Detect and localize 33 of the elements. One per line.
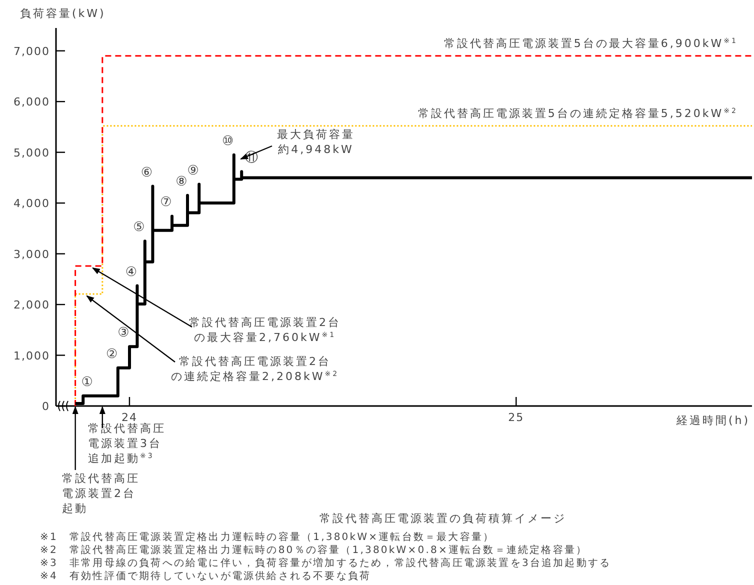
annotation: ⑧ bbox=[176, 174, 188, 190]
x-tick-label: 24 bbox=[121, 411, 138, 424]
x-axis-title: 経過時間(h) bbox=[675, 414, 750, 427]
y-tick-label: 5,000 bbox=[14, 146, 50, 160]
text: ※3 非常用母線の負荷への給電に伴い，負荷容量が増加するため，常設代替高圧電源装置を3台追加起動する bbox=[40, 557, 612, 569]
y-axis-title: 負荷容量(kW) bbox=[20, 7, 106, 20]
y-tick-label: 4,000 bbox=[14, 197, 50, 210]
annotation: ⑩ bbox=[222, 134, 234, 149]
annotation: 常設代替高圧電源装置2台の最大容量2,760kW$^{※1}$ bbox=[189, 316, 341, 344]
annotation: ③ bbox=[118, 326, 130, 341]
annotation: ① bbox=[81, 374, 93, 390]
annotation: 常設代替高圧電源装置5台の連続定格容量5,520kW$^{※2}$ bbox=[418, 106, 738, 120]
annotation: 常設代替高圧電源装置5台の最大容量6,900kW$^{※1}$ bbox=[444, 36, 738, 50]
annotation: ② bbox=[106, 346, 118, 362]
text: ※1 常設代替高圧電源装置定格出力運転時の容量（1,380kW×運転台数＝最大容量） bbox=[40, 531, 495, 543]
y-tick-label: 3,000 bbox=[14, 248, 50, 261]
annotation: ⑦ bbox=[160, 195, 172, 210]
annotation: 常設代替高圧電源装置2台の連続定格容量2,208kW$^{※2}$ bbox=[170, 355, 340, 383]
annotation: 常設代替高圧電源装置2台起動 bbox=[62, 472, 140, 515]
y-tick-label: 0 bbox=[42, 400, 50, 413]
text: ※4 有効性評価で期待していないが電源供給される不要な負荷 bbox=[40, 570, 372, 582]
annotation: ⑤ bbox=[133, 220, 145, 236]
y-tick-label: 2,000 bbox=[14, 298, 50, 312]
annotation: ⑨ bbox=[187, 163, 199, 178]
y-tick-label: 6,000 bbox=[14, 96, 50, 109]
annotation: ⑥ bbox=[140, 165, 152, 180]
annotation: 最大負荷容量約4,948kW bbox=[277, 128, 355, 156]
annotation: ④ bbox=[125, 264, 138, 280]
x-tick-label: 25 bbox=[508, 411, 524, 424]
y-tick-label: 7,000 bbox=[14, 44, 50, 58]
y-tick-label: 1,000 bbox=[14, 349, 50, 362]
text: ※2 常設代替高圧電源装置定格出力運転時の80％の容量（1,380kW×0.8×運転台数＝連続定格容量） bbox=[40, 544, 588, 556]
text: 常設代替高圧電源装置の負荷積算イメージ bbox=[320, 512, 566, 525]
